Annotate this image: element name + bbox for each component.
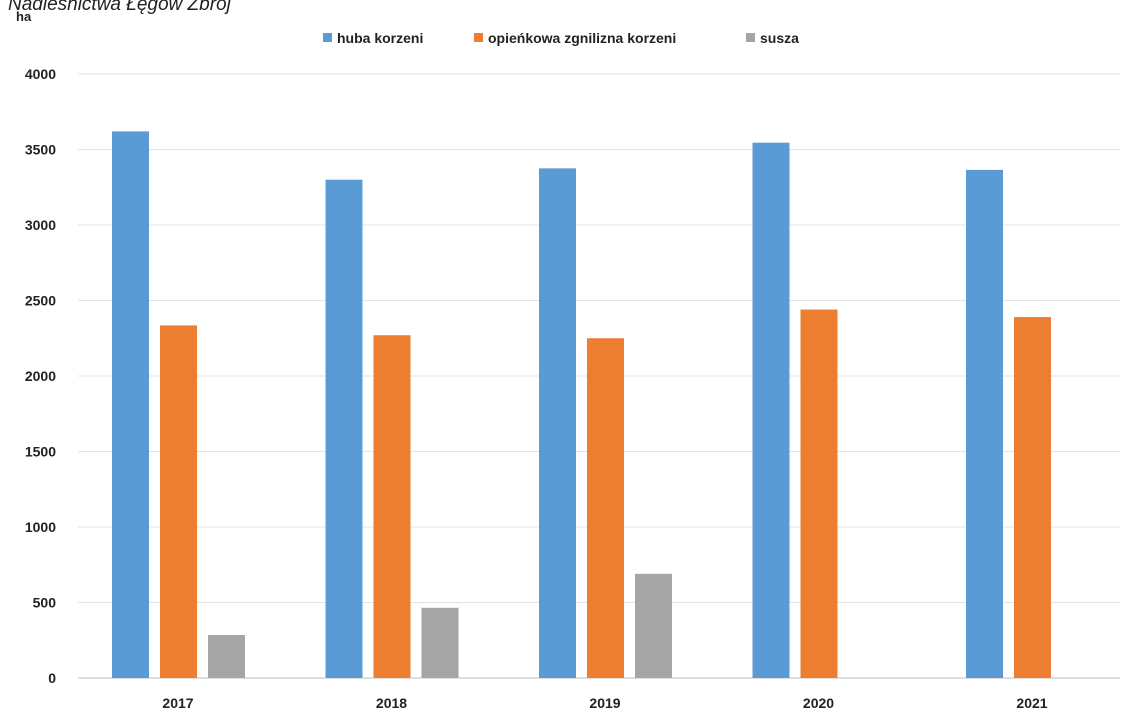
bar-2019-3	[635, 573, 672, 678]
legend: huba korzeni opieńkowa zgnilizna korzeni s…	[323, 30, 799, 46]
bar-2021-1	[966, 169, 1003, 678]
y-tick-label: 500	[33, 595, 57, 611]
y-tick-label: 1000	[25, 519, 56, 535]
bar-2020-2	[800, 309, 838, 678]
x-tick-label: 2017	[162, 695, 193, 711]
bars	[112, 131, 1051, 678]
legend-label: susza	[760, 30, 799, 46]
bar-2020-1	[752, 142, 790, 678]
y-tick-label: 2000	[25, 368, 56, 384]
bar-2021-2	[1014, 317, 1051, 678]
bar-2019-2	[587, 338, 624, 678]
legend-swatch	[474, 33, 483, 42]
x-tick-label: 2021	[1016, 695, 1047, 711]
bar-2017-1	[112, 131, 149, 678]
x-axis-ticks: 2017 2018 2019 2020 2021	[162, 695, 1047, 711]
bar-2017-2	[160, 325, 197, 678]
bar-2018-1	[325, 179, 363, 678]
y-axis-ticks: 0 500 1000 1500 2000 2500 3000 3500 4000	[25, 66, 56, 686]
y-tick-label: 4000	[25, 66, 56, 82]
legend-label: huba korzeni	[337, 30, 423, 46]
bar-2017-3	[208, 634, 245, 678]
bar-2018-3	[421, 607, 459, 678]
legend-swatch	[746, 33, 755, 42]
x-tick-label: 2020	[803, 695, 834, 711]
x-tick-label: 2019	[589, 695, 620, 711]
y-tick-label: 0	[48, 670, 56, 686]
legend-swatch	[323, 33, 332, 42]
y-tick-label: 2500	[25, 293, 56, 309]
bar-2019-1	[539, 168, 576, 678]
y-tick-label: 1500	[25, 444, 56, 460]
x-tick-label: 2018	[376, 695, 407, 711]
bar-2018-2	[373, 335, 411, 678]
y-axis-unit-label: ha	[16, 9, 32, 24]
legend-label: opieńkowa zgnilizna korzeni	[488, 30, 676, 46]
y-tick-label: 3000	[25, 217, 56, 233]
y-tick-label: 3500	[25, 142, 56, 158]
header-text: Nadleśnictwa Łęgów Zbrój	[8, 0, 231, 15]
